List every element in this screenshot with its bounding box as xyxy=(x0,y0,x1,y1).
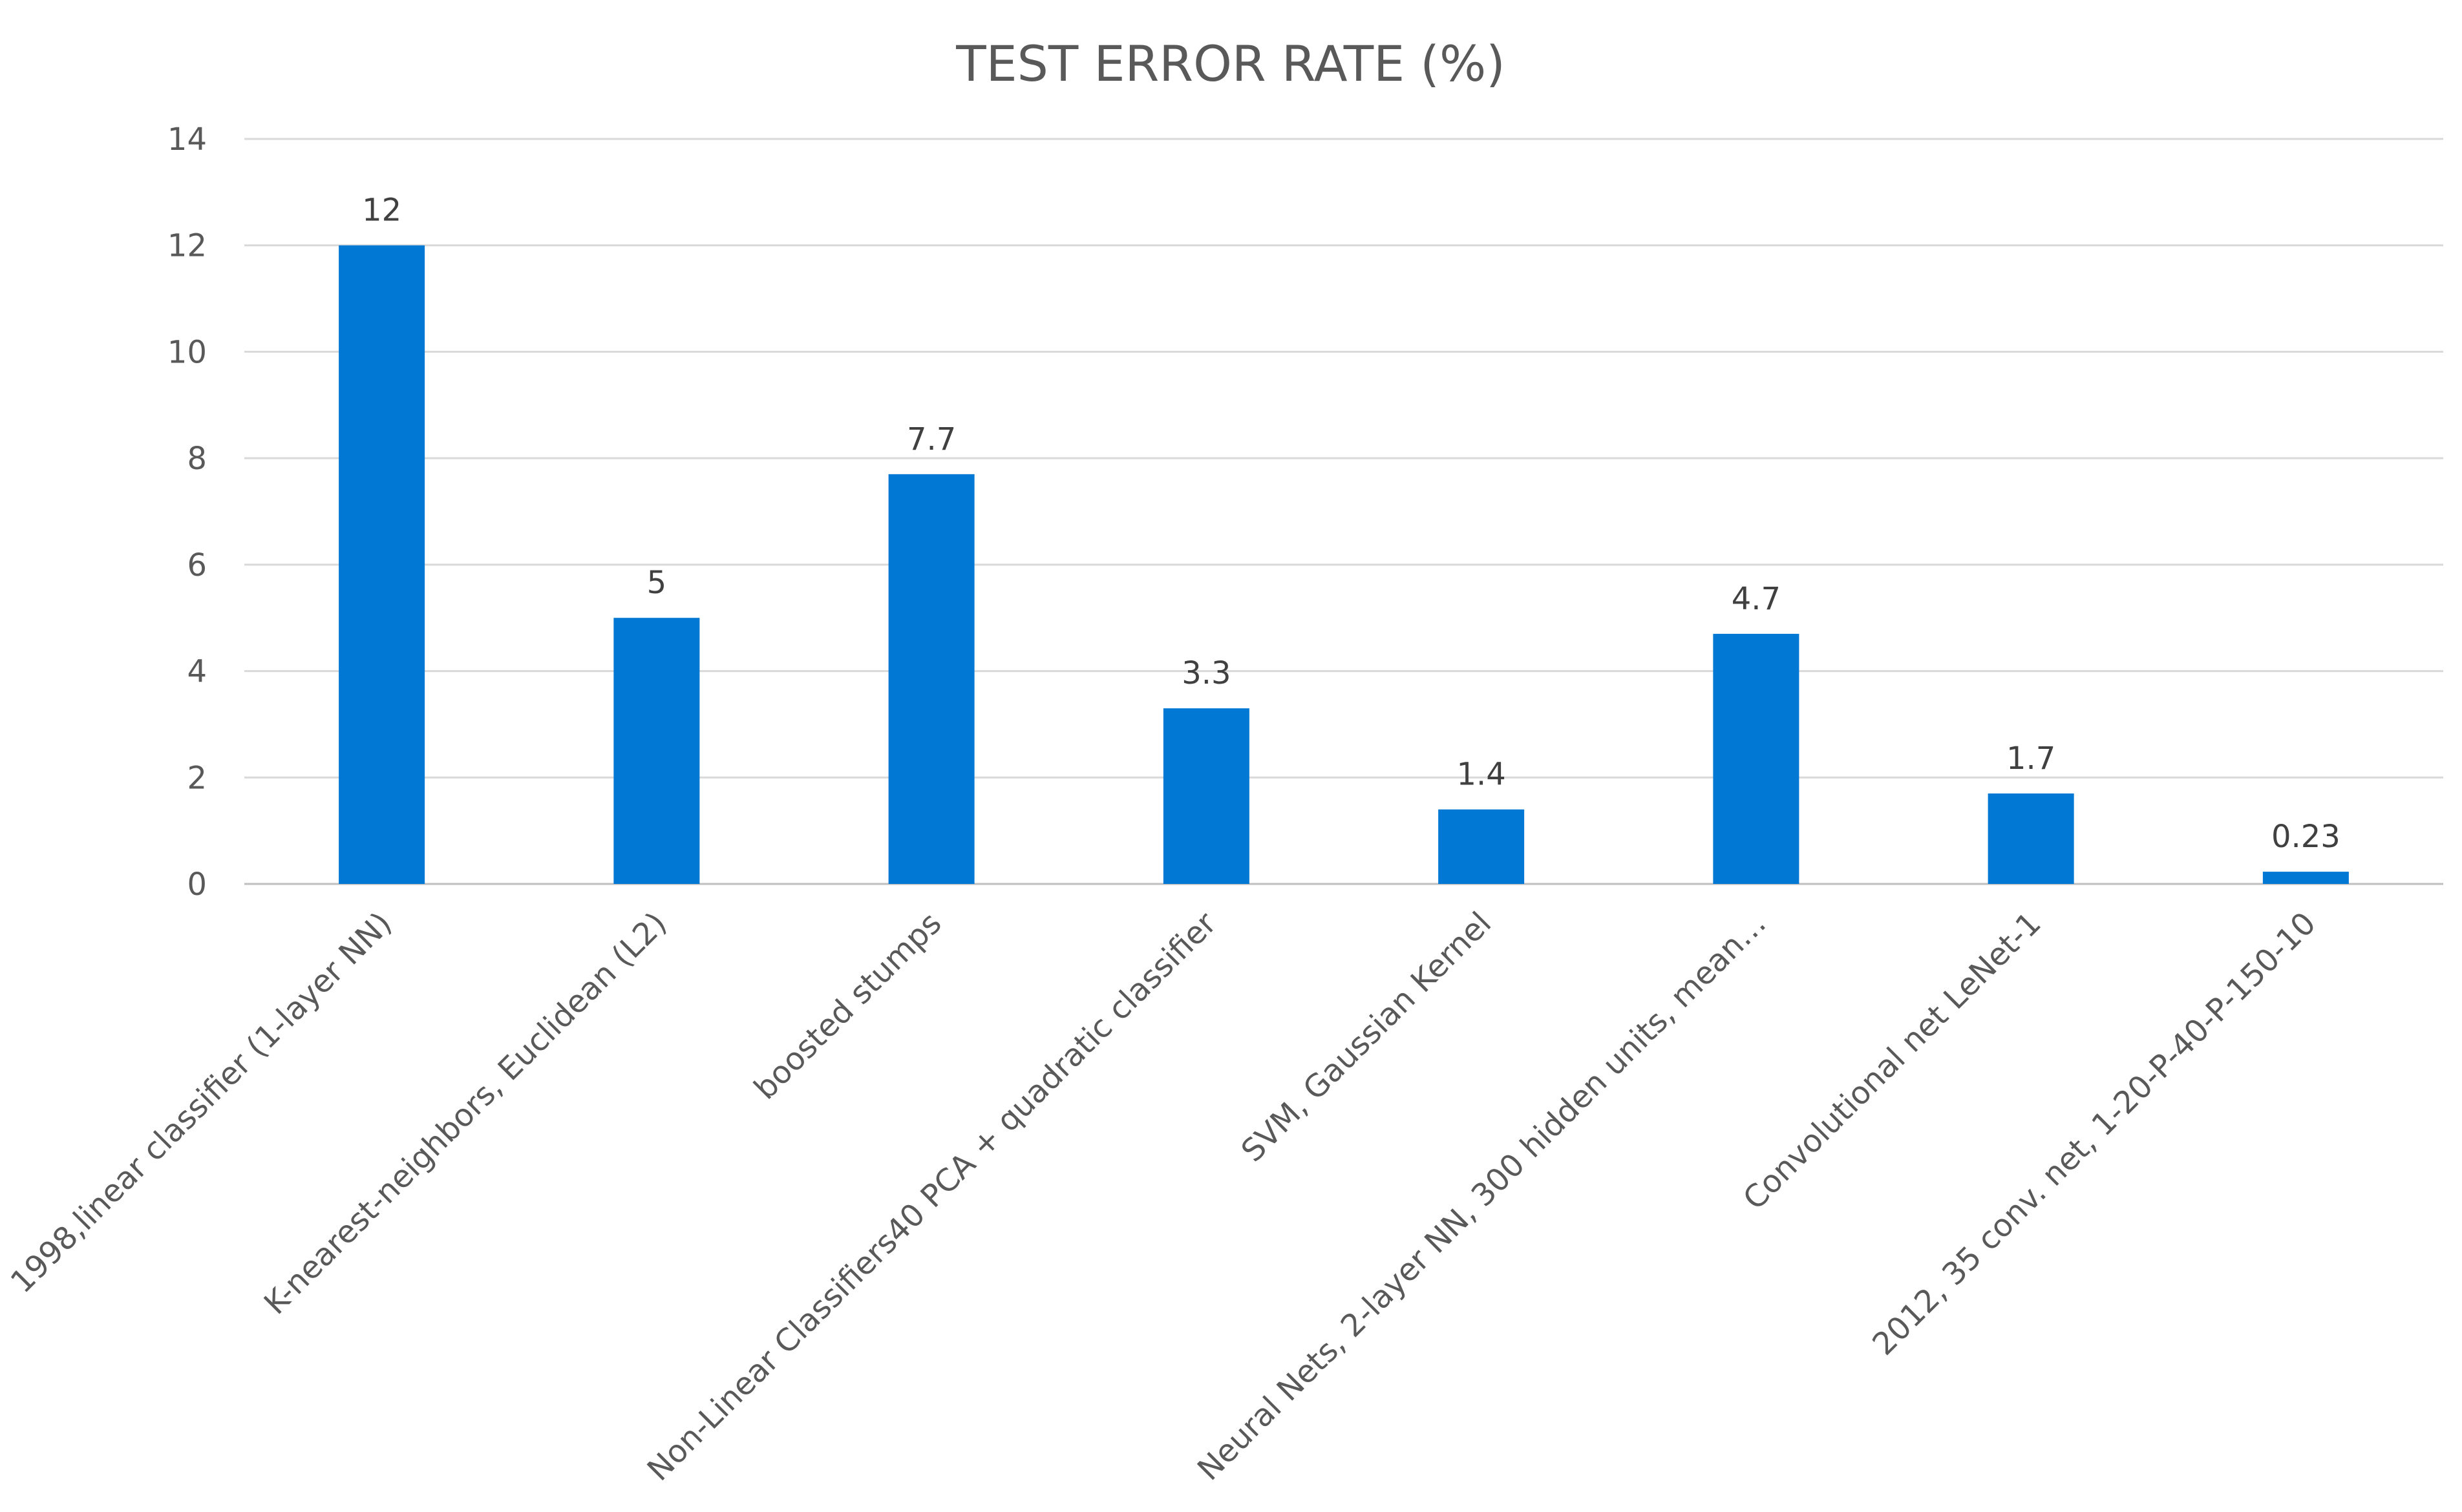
y-tick-label: 0 xyxy=(187,866,207,903)
bar xyxy=(1163,708,1249,884)
x-tick-label: 2012, 35 conv. net, 1-20-P-40-P-150-10 xyxy=(1865,905,2323,1363)
data-label: 7.7 xyxy=(907,421,956,457)
bars xyxy=(339,245,2349,884)
bar xyxy=(1713,633,1799,884)
x-axis-category-labels: 1998,linear classifier (1-layer NN)K-nea… xyxy=(4,905,2323,1488)
y-tick-label: 6 xyxy=(187,547,207,583)
x-tick-label: boosted stumps xyxy=(747,905,949,1107)
data-labels: 12 5 7.7 3.3 1.4 4.7 1.7 0.23 xyxy=(362,193,2340,855)
y-tick-label: 14 xyxy=(167,121,207,158)
y-tick-label: 12 xyxy=(167,228,207,264)
gridlines xyxy=(244,138,2443,885)
y-tick-label: 8 xyxy=(187,441,207,477)
data-label: 4.7 xyxy=(1732,581,1781,617)
bar xyxy=(339,245,425,884)
y-axis-tick-labels: 0 2 4 6 8 10 12 14 xyxy=(167,121,207,903)
data-label: 5 xyxy=(647,565,667,601)
x-tick-label: Neural Nets, 2-layer NN, 300 hidden unit… xyxy=(1191,905,1773,1487)
y-tick-label: 2 xyxy=(187,760,207,796)
y-tick-label: 10 xyxy=(167,334,207,370)
data-label: 12 xyxy=(362,193,401,229)
x-tick-label: Convolutional net LeNet-1 xyxy=(1736,905,2048,1217)
bar xyxy=(2262,872,2349,884)
x-tick-label: Non-Linear Classifiers40 PCA + quadratic… xyxy=(641,905,1224,1488)
chart-title: TEST ERROR RATE (%) xyxy=(955,35,1505,92)
x-tick-label: SVM, Gaussian Kernel xyxy=(1235,905,1498,1169)
data-label: 1.7 xyxy=(2006,740,2055,777)
y-tick-label: 4 xyxy=(187,654,207,690)
bar xyxy=(1438,809,1525,884)
bar xyxy=(1988,793,2074,884)
data-label: 3.3 xyxy=(1182,655,1231,691)
bar xyxy=(888,474,975,884)
data-label: 0.23 xyxy=(2271,819,2340,855)
data-label: 1.4 xyxy=(1456,757,1505,793)
bar xyxy=(613,618,700,884)
